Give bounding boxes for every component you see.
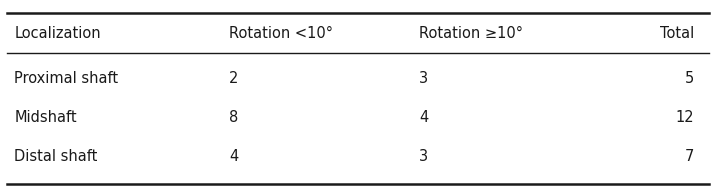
Text: Rotation ≥10°: Rotation ≥10° bbox=[419, 26, 523, 41]
Text: Distal shaft: Distal shaft bbox=[14, 149, 97, 164]
Text: 5: 5 bbox=[685, 71, 695, 86]
Text: 2: 2 bbox=[229, 71, 238, 86]
Text: 4: 4 bbox=[419, 110, 428, 125]
Text: 4: 4 bbox=[229, 149, 238, 164]
Text: 3: 3 bbox=[419, 149, 428, 164]
Text: 7: 7 bbox=[685, 149, 695, 164]
Text: Rotation <10°: Rotation <10° bbox=[229, 26, 333, 41]
Text: Total: Total bbox=[660, 26, 695, 41]
Text: Midshaft: Midshaft bbox=[14, 110, 77, 125]
Text: 12: 12 bbox=[676, 110, 695, 125]
Text: Proximal shaft: Proximal shaft bbox=[14, 71, 118, 86]
Text: Localization: Localization bbox=[14, 26, 101, 41]
Text: 3: 3 bbox=[419, 71, 428, 86]
Text: 8: 8 bbox=[229, 110, 238, 125]
